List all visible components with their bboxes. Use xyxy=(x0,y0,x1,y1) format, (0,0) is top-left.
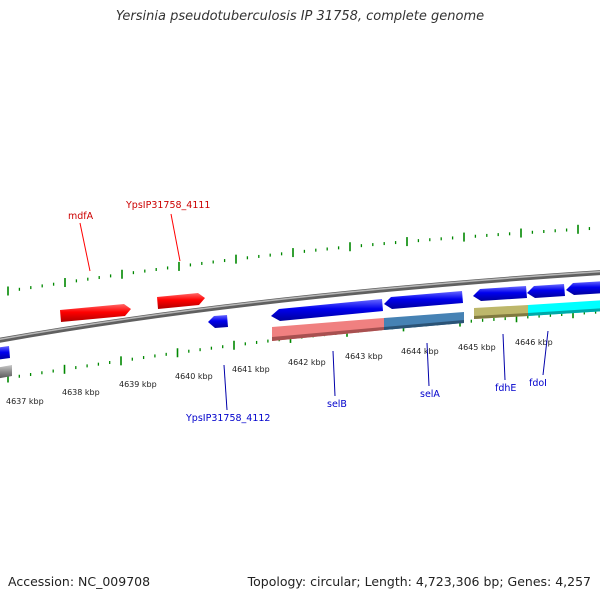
forward-gene-mdfA xyxy=(60,304,131,322)
accession-label: Accession: NC_009708 xyxy=(8,574,151,589)
reverse-gene-selA xyxy=(384,291,463,309)
gene-label-fdhE: fdhE xyxy=(495,383,516,394)
leader-line-mdfA xyxy=(79,222,91,272)
scale-label: 4639 kbp xyxy=(119,380,157,389)
gene-label-mdfA: mdfA xyxy=(68,211,94,222)
topology-label: Topology: circular; Length: 4,723,306 bp… xyxy=(247,574,591,589)
lower-tick-track xyxy=(7,309,597,383)
scale-label: 4637 kbp xyxy=(6,397,44,406)
scale-label: 4646 kbp xyxy=(515,338,553,347)
genome-title: Yersinia pseudotuberculosis IP 31758, co… xyxy=(115,9,485,24)
gene-label-fdoI: fdoI xyxy=(529,378,547,389)
scale-label: 4640 kbp xyxy=(175,372,213,381)
reverse-gene-left-edge xyxy=(0,346,10,360)
cds-cyan-shadow xyxy=(528,308,600,316)
leader-line-selB xyxy=(332,350,336,397)
gene-label-selA: selA xyxy=(420,389,440,400)
leader-line-YpsIP31758_4111 xyxy=(170,213,181,262)
leader-line-YpsIP31758_4112 xyxy=(223,364,228,411)
gene-label-selB: selB xyxy=(327,399,347,410)
gene-label-YpsIP31758_4112: YpsIP31758_4112 xyxy=(185,413,270,424)
scale-label: 4643 kbp xyxy=(345,352,383,361)
cds-steelblue-shadow xyxy=(384,320,464,330)
scale-label: 4642 kbp xyxy=(288,358,326,367)
scale-label: 4641 kbp xyxy=(232,365,270,374)
gene-label-YpsIP31758_4111: YpsIP31758_4111 xyxy=(125,200,210,211)
leader-line-fdoI xyxy=(542,330,549,376)
genome-backbone xyxy=(0,270,600,343)
reverse-gene-right-edge xyxy=(566,281,600,295)
reverse-gene-fdhE xyxy=(473,286,527,301)
genome-backbone-highlight xyxy=(0,270,600,340)
scale-label: 4638 kbp xyxy=(62,388,100,397)
cds-left-gray xyxy=(0,365,12,379)
cds-khaki-shadow xyxy=(474,313,528,319)
leader-line-fdhE xyxy=(502,333,506,381)
upper-tick-track xyxy=(7,224,591,296)
reverse-gene-selB xyxy=(271,299,383,321)
reverse-gene-fdoI xyxy=(527,284,565,298)
reverse-gene-YpsIP31758_4112 xyxy=(208,315,228,328)
scale-label: 4645 kbp xyxy=(458,343,496,352)
leader-line-selA xyxy=(426,342,430,387)
forward-gene-YpsIP31758_4111 xyxy=(157,293,205,309)
cds-pink-shadow xyxy=(272,327,384,341)
scale-label: 4644 kbp xyxy=(401,347,439,356)
